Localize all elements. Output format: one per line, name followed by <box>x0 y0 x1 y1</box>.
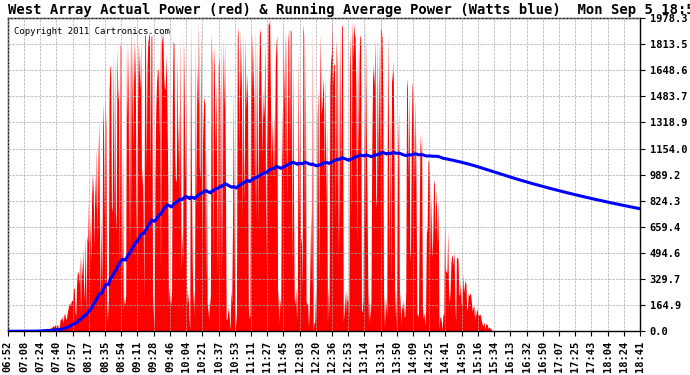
Text: West Array Actual Power (red) & Running Average Power (Watts blue)  Mon Sep 5 18: West Array Actual Power (red) & Running … <box>8 3 690 17</box>
Text: Copyright 2011 Cartronics.com: Copyright 2011 Cartronics.com <box>14 27 170 36</box>
